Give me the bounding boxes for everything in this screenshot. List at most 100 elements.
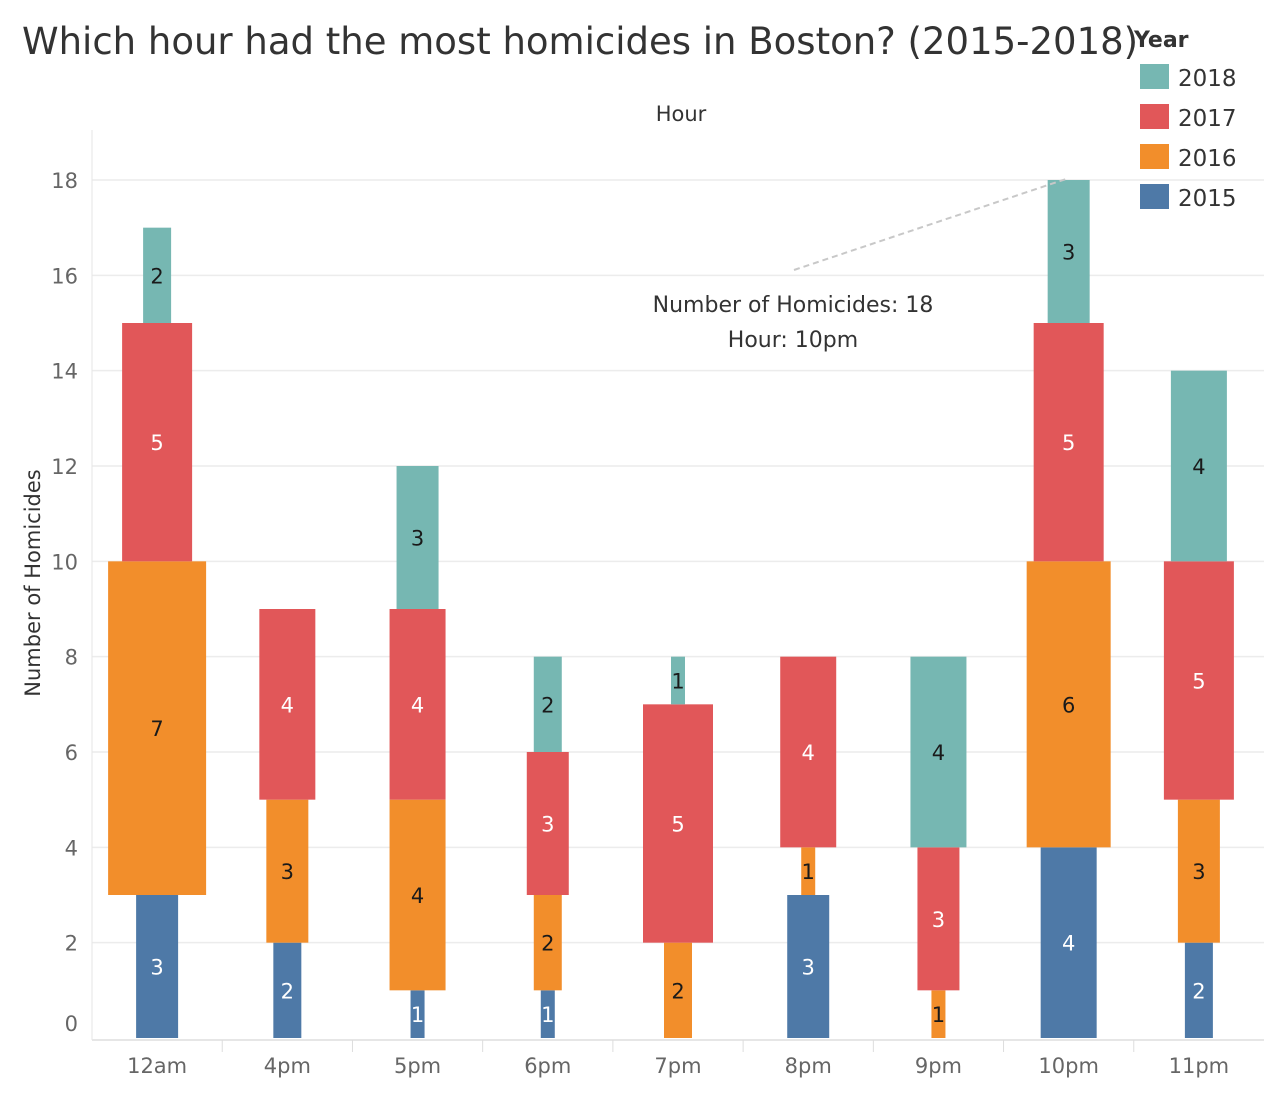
data-labels: 3 7 5 2 2 3 4 1 4 4 3 1 2 3 2 2 5 1 3 1 4 1 3 4 4 6 5 3 2 3 5 4 bbox=[150, 241, 1205, 1028]
y-tick-label-12: 12 bbox=[51, 455, 78, 479]
y-axis-title: Number of Homicides bbox=[21, 469, 45, 696]
annotation-line-1: Number of Homicides: 18 bbox=[653, 293, 934, 318]
x-tick-label-9pm: 9pm bbox=[915, 1054, 962, 1078]
legend-swatch-2017 bbox=[1140, 104, 1169, 129]
x-tick-label-10pm: 10pm bbox=[1038, 1054, 1099, 1078]
x-tick-label-8pm: 8pm bbox=[785, 1054, 832, 1078]
bar-10pm-2015 bbox=[1040, 847, 1097, 1038]
bar-5pm-2015 bbox=[410, 990, 425, 1038]
bar-6pm-2015 bbox=[540, 990, 555, 1038]
annotation-line-2: Hour: 10pm bbox=[728, 328, 858, 353]
data-label-10pm-2016: 6 bbox=[1062, 693, 1075, 717]
bar-9pm-2017 bbox=[917, 847, 960, 991]
y-tick-label-14: 14 bbox=[51, 360, 78, 384]
bar-7pm-2018 bbox=[671, 656, 685, 705]
legend: Year 2018 2017 2016 2015 bbox=[1133, 28, 1237, 212]
bar-11pm-2015 bbox=[1184, 942, 1213, 1038]
x-tick-label-11pm: 11pm bbox=[1169, 1054, 1230, 1078]
data-label-9pm-2018: 4 bbox=[932, 741, 945, 765]
annotation: Number of Homicides: 18 Hour: 10pm bbox=[653, 177, 1070, 353]
data-label-4pm-2015: 2 bbox=[281, 979, 294, 1003]
data-label-10pm-2018: 3 bbox=[1062, 241, 1075, 265]
bar-10pm-2016 bbox=[1026, 561, 1111, 848]
y-tick-label-18: 18 bbox=[51, 169, 78, 193]
data-label-12am-2015: 3 bbox=[150, 956, 163, 980]
bar-9pm-2018 bbox=[910, 656, 967, 848]
data-label-12am-2016: 7 bbox=[150, 717, 163, 741]
bar-4pm-2015 bbox=[273, 942, 302, 1038]
legend-swatch-2015 bbox=[1140, 184, 1169, 209]
x-tick-label-4pm: 4pm bbox=[264, 1054, 311, 1078]
data-label-6pm-2017: 3 bbox=[541, 813, 554, 837]
x-tick-label-12am: 12am bbox=[127, 1054, 187, 1078]
bar-8pm-2016 bbox=[801, 847, 816, 895]
bar-6pm-2018 bbox=[533, 656, 562, 752]
data-label-12am-2017: 5 bbox=[150, 431, 163, 455]
bar-9pm-2016 bbox=[931, 990, 946, 1038]
bar-8pm-2017 bbox=[780, 656, 837, 848]
y-tick-label-0: 0 bbox=[65, 1012, 78, 1036]
bar-12am-2018 bbox=[143, 227, 172, 323]
bars bbox=[108, 180, 1234, 1038]
y-tick-label-10: 10 bbox=[51, 550, 78, 574]
legend-label-2017: 2017 bbox=[1178, 106, 1237, 132]
data-label-5pm-2016: 4 bbox=[411, 884, 424, 908]
bar-11pm-2017 bbox=[1163, 561, 1234, 800]
y-tick-label-6: 6 bbox=[65, 741, 78, 765]
data-label-9pm-2017: 3 bbox=[932, 908, 945, 932]
data-label-6pm-2015: 1 bbox=[541, 1003, 554, 1027]
data-label-5pm-2017: 4 bbox=[411, 693, 424, 717]
chart-title: Which hour had the most homicides in Bos… bbox=[22, 20, 1139, 63]
data-label-7pm-2017: 5 bbox=[671, 813, 684, 837]
x-tick-label-5pm: 5pm bbox=[394, 1054, 441, 1078]
x-tick-label-6pm: 6pm bbox=[524, 1054, 571, 1078]
bar-11pm-2016 bbox=[1177, 799, 1220, 943]
data-label-5pm-2018: 3 bbox=[411, 527, 424, 551]
data-label-7pm-2016: 2 bbox=[671, 979, 684, 1003]
legend-swatch-2016 bbox=[1140, 144, 1169, 169]
bar-6pm-2016 bbox=[533, 895, 562, 991]
legend-title: Year bbox=[1133, 28, 1189, 53]
y-tick-label-4: 4 bbox=[65, 836, 78, 860]
bar-7pm-2017 bbox=[643, 704, 713, 943]
bar-4pm-2017 bbox=[259, 609, 316, 800]
x-tick-label-7pm: 7pm bbox=[654, 1054, 701, 1078]
legend-swatch-2018 bbox=[1140, 64, 1169, 89]
bar-4pm-2016 bbox=[266, 799, 309, 943]
data-label-10pm-2017: 5 bbox=[1062, 431, 1075, 455]
data-label-11pm-2017: 5 bbox=[1192, 670, 1205, 694]
data-label-9pm-2016: 1 bbox=[932, 1003, 945, 1027]
bar-8pm-2015 bbox=[787, 895, 830, 1038]
bar-12am-2016 bbox=[108, 561, 207, 895]
data-label-6pm-2018: 2 bbox=[541, 693, 554, 717]
y-tick-label-8: 8 bbox=[65, 646, 78, 670]
y-tick-label-16: 16 bbox=[51, 264, 78, 288]
data-label-8pm-2015: 3 bbox=[802, 956, 815, 980]
axes: Hour Number of Homicides 024681012141618… bbox=[21, 102, 1264, 1078]
bar-10pm-2018 bbox=[1047, 180, 1090, 323]
data-label-11pm-2016: 3 bbox=[1192, 860, 1205, 884]
bar-12am-2017 bbox=[122, 323, 193, 562]
bar-10pm-2017 bbox=[1033, 323, 1104, 562]
data-label-11pm-2018: 4 bbox=[1192, 455, 1205, 479]
data-label-5pm-2015: 1 bbox=[411, 1003, 424, 1027]
bar-5pm-2018 bbox=[396, 466, 439, 609]
bar-6pm-2017 bbox=[526, 752, 569, 895]
bar-11pm-2018 bbox=[1170, 370, 1227, 562]
legend-label-2015: 2015 bbox=[1178, 186, 1237, 212]
data-label-4pm-2016: 3 bbox=[281, 860, 294, 884]
bar-12am-2015 bbox=[136, 895, 179, 1038]
bar-5pm-2017 bbox=[389, 609, 446, 800]
bar-7pm-2016 bbox=[664, 942, 692, 1038]
data-label-11pm-2015: 2 bbox=[1192, 979, 1205, 1003]
data-label-12am-2018: 2 bbox=[150, 264, 163, 288]
annotation-leader-line bbox=[793, 177, 1070, 271]
data-label-8pm-2016: 1 bbox=[802, 860, 815, 884]
legend-label-2016: 2016 bbox=[1178, 146, 1237, 172]
x-axis-title: Hour bbox=[656, 102, 707, 126]
data-label-4pm-2017: 4 bbox=[281, 693, 294, 717]
legend-label-2018: 2018 bbox=[1178, 66, 1237, 92]
data-label-6pm-2016: 2 bbox=[541, 932, 554, 956]
y-tick-label-2: 2 bbox=[65, 932, 78, 956]
